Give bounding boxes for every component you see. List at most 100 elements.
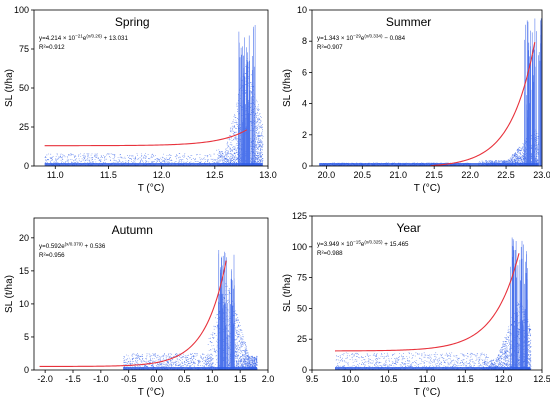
- x-tick-label: -1.5: [65, 374, 81, 384]
- plot-frame: [311, 9, 543, 167]
- x-tick-label: 2.0: [262, 374, 275, 384]
- scatter-cloud: [319, 18, 542, 166]
- equation-exp2: (x/0.334): [364, 34, 383, 39]
- equation-prefix: y=1.343 × 10: [317, 35, 354, 42]
- scatter-cloud: [123, 250, 258, 370]
- x-tick-label: 22.5: [497, 170, 515, 180]
- equation-prefix: y=3.949 × 10: [317, 241, 354, 248]
- x-tick-label: 12.0: [153, 170, 171, 180]
- equation-mid: e: [361, 35, 365, 42]
- x-tick-label: 11.5: [100, 170, 117, 180]
- fit-curve-summer: [430, 41, 536, 166]
- panel-title: Autumn: [112, 223, 153, 237]
- x-tick-label: 20.0: [318, 170, 336, 180]
- equation-mid: e: [83, 35, 87, 42]
- x-tick-label: 12.5: [533, 374, 550, 384]
- r-squared: R²=0.912: [39, 44, 65, 51]
- x-tick-label: -0.5: [121, 374, 137, 384]
- x-tick-label: 13.0: [259, 170, 277, 180]
- equation-exp2: (x/0.325): [364, 240, 383, 245]
- scatter-spring: [44, 25, 264, 166]
- scatter-cloud: [335, 237, 532, 370]
- x-tick-label: 10.5: [380, 374, 398, 384]
- y-tick-label: 8: [302, 36, 307, 46]
- y-tick-label: 0: [302, 161, 307, 171]
- y-axis-label: SL (t/ha): [4, 69, 15, 107]
- x-tick-label: 22.0: [461, 170, 479, 180]
- r-squared: R²=0.988: [317, 250, 343, 257]
- fit-equation: y=3.949 × 10−15e(x/0.325) + 15.465: [317, 240, 409, 249]
- y-tick-label: 75: [19, 44, 29, 54]
- scatter-base-strip: [123, 367, 257, 370]
- y-tick-label: 4: [302, 99, 307, 109]
- equation-prefix: y=0.592e: [39, 243, 65, 250]
- x-tick-label: 21.5: [425, 170, 443, 180]
- panel-autumn: -2.0 -1.5 -1.0 -0.5 0.0 0.5 1.0 1.5 2.0 0 5 10 15 20 T…: [4, 217, 275, 398]
- equation-exp2: (x/0.379): [65, 242, 84, 247]
- y-tick-label: 0: [24, 161, 29, 171]
- fit-curve-spring: [44, 129, 247, 147]
- y-tick-label: 100: [14, 5, 29, 15]
- y-tick-label: 2: [302, 130, 307, 140]
- y-tick-label: 5: [24, 332, 29, 342]
- r-squared: R²=0.907: [317, 44, 343, 51]
- x-axis-label: T (°C): [414, 183, 441, 194]
- y-tick-label: 10: [297, 5, 307, 15]
- x-tick-label: 11.0: [419, 374, 436, 384]
- x-tick-label: 11.0: [47, 170, 64, 180]
- equation-prefix: y=4.214 × 10: [39, 35, 76, 42]
- panel-title: Summer: [386, 15, 431, 29]
- panel-title: Year: [396, 221, 420, 235]
- scatter-summer: [319, 18, 542, 166]
- equation-exp1: −21: [75, 34, 83, 39]
- equation-exp2: (x/0.26): [86, 34, 102, 39]
- fit-equation: y=0.592e(x/0.379) + 0.536: [39, 242, 106, 251]
- fit-curve-autumn: [39, 260, 227, 367]
- y-tick-label: 10: [19, 299, 29, 309]
- y-axis-label: SL (t/ha): [282, 274, 293, 312]
- y-tick-label: 100: [292, 242, 307, 252]
- x-tick-label: 21.0: [389, 170, 407, 180]
- x-tick-label: 1.0: [206, 374, 219, 384]
- x-tick-label: 12.0: [495, 374, 513, 384]
- y-tick-label: 0: [24, 365, 29, 375]
- equation-suffix: + 0.536: [83, 243, 106, 250]
- panel-title: Spring: [115, 15, 150, 29]
- r-squared: R²=0.956: [39, 252, 65, 259]
- equation-exp1: −15: [353, 240, 361, 245]
- x-tick-label: 0.0: [150, 374, 163, 384]
- x-tick-label: 10.0: [342, 374, 360, 384]
- panel-spring: 11.0 11.5 12.0 12.5 13.0 0 25 50 75 100 T (°C) SL (…: [4, 5, 277, 194]
- y-tick-label: 20: [19, 233, 29, 243]
- y-axis-label: SL (t/ha): [282, 69, 293, 107]
- y-tick-label: 6: [302, 67, 307, 77]
- y-tick-label: 50: [297, 303, 307, 313]
- equation-suffix: + 13.031: [102, 35, 129, 42]
- y-tick-label: 75: [297, 273, 307, 283]
- x-axis-label: T (°C): [414, 387, 441, 398]
- x-tick-label: 0.5: [178, 374, 191, 384]
- x-tick-label: 1.5: [234, 374, 247, 384]
- x-axis-label: T (°C): [138, 183, 165, 194]
- y-tick-label: 50: [19, 83, 29, 93]
- scatter-base-strip: [319, 163, 539, 166]
- scatter-year: [335, 237, 532, 370]
- y-axis-label: SL (t/ha): [4, 275, 15, 313]
- plot-frame: [33, 217, 269, 371]
- fit-equation: y=1.343 × 10−29e(x/0.334) − 0.084: [317, 34, 406, 43]
- plot-frame: [33, 9, 269, 167]
- fit-equation: y=4.214 × 10−21e(x/0.26) + 13.031: [39, 34, 128, 43]
- plot-frame: [311, 215, 543, 371]
- x-axis-label: T (°C): [138, 387, 165, 398]
- x-tick-label: 12.5: [206, 170, 224, 180]
- x-tick-label: -1.0: [93, 374, 109, 384]
- scatter-base-strip: [335, 367, 531, 370]
- equation-mid: e: [361, 241, 365, 248]
- x-tick-label: 23.0: [533, 170, 550, 180]
- x-tick-label: 9.5: [306, 374, 319, 384]
- fit-curve-year: [334, 253, 520, 352]
- equation-suffix: + 15.465: [383, 241, 410, 248]
- x-tick-label: 11.5: [457, 374, 474, 384]
- scatter-base-strip: [44, 163, 263, 166]
